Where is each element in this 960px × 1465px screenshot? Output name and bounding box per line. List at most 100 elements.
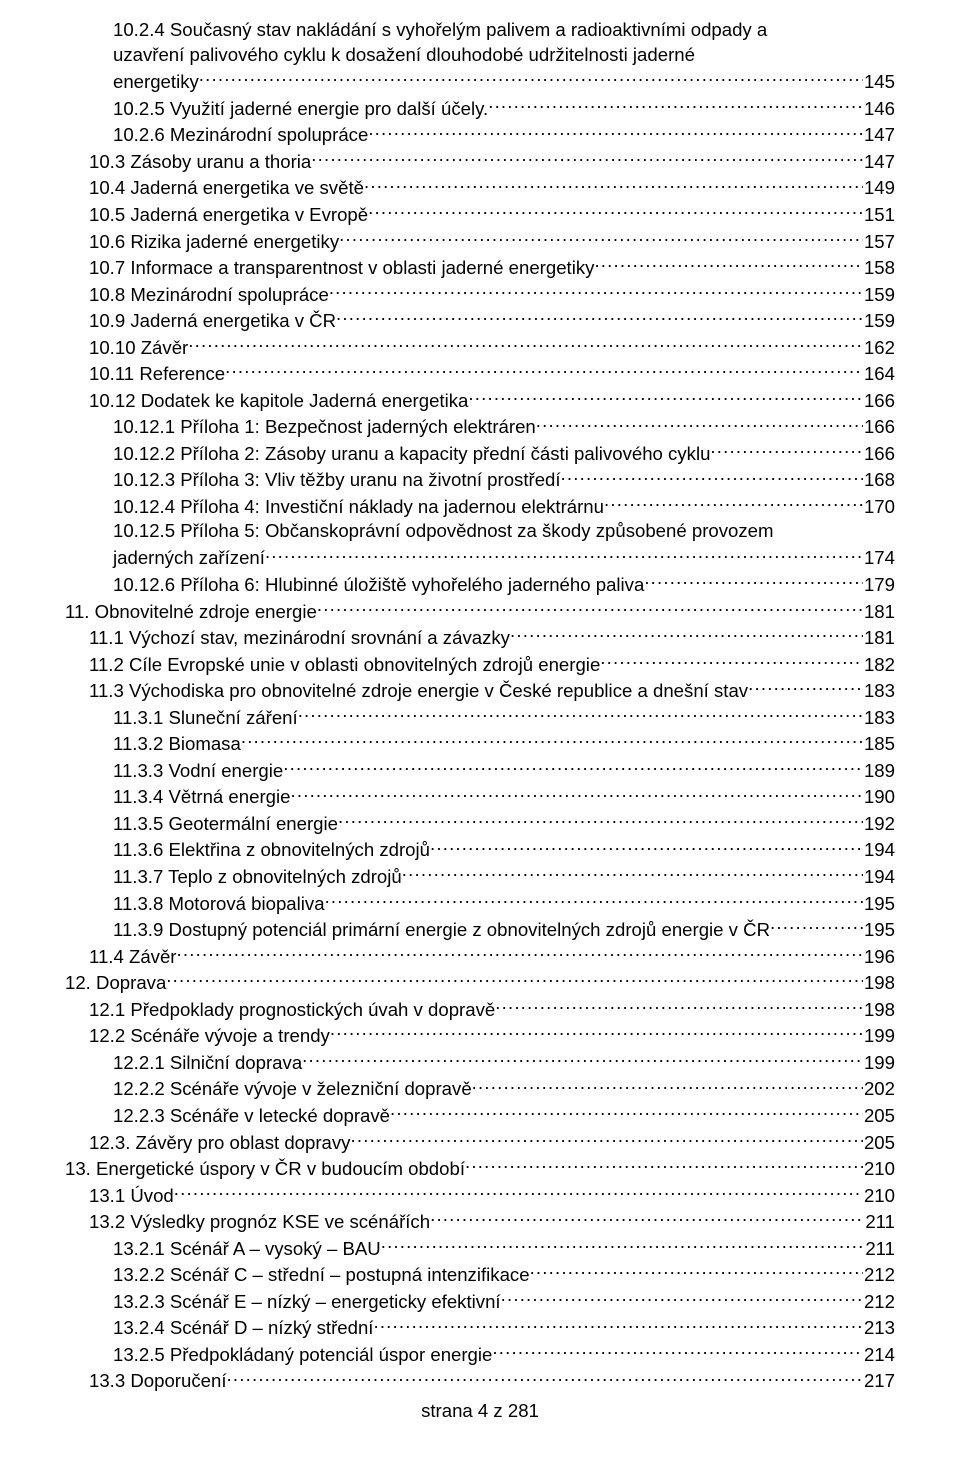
toc-entry: 11.1 Výchozí stav, mezinárodní srovnání … — [65, 624, 895, 651]
toc-entry: 10.2.5 Využití jaderné energie pro další… — [65, 94, 895, 121]
toc-dots — [600, 650, 863, 670]
toc-dots — [241, 730, 863, 750]
toc-page-number: 210 — [864, 1183, 895, 1208]
toc-page-number: 211 — [865, 1236, 895, 1261]
toc-dots — [561, 466, 863, 486]
toc-entry-label: 13.2.2 Scénář C – střední – postupná int… — [113, 1262, 530, 1287]
toc-entry: 10.8 Mezinárodní spolupráce 159 — [65, 280, 895, 307]
toc-page-number: 174 — [864, 545, 895, 570]
toc-entry-label: 12.1 Předpoklady prognostických úvah v d… — [89, 997, 495, 1022]
toc-page-number: 194 — [864, 864, 895, 889]
toc-dots — [298, 703, 863, 723]
toc-entry-label: 10.10 Závěr — [89, 335, 188, 360]
page-footer: strana 4 z 281 — [65, 1400, 895, 1422]
toc-dots — [465, 1155, 863, 1175]
toc-entry: 11.3.5 Geotermální energie 192 — [65, 809, 895, 836]
toc-entry: 10.6 Rizika jaderné energetiky 157 — [65, 227, 895, 254]
toc-entry-label: 12.2.2 Scénáře vývoje v železniční dopra… — [113, 1076, 472, 1101]
toc-dots — [325, 889, 863, 909]
toc-entry-label: 11. Obnovitelné zdroje energie — [65, 599, 317, 624]
toc-dots — [329, 280, 863, 300]
toc-entry: 10.12 Dodatek ke kapitole Jaderná energe… — [65, 386, 895, 413]
toc-page-number: 212 — [864, 1262, 895, 1287]
toc-dots — [339, 227, 863, 247]
toc-entry: 13.2.1 Scénář A – vysoký – BAU 211 — [65, 1234, 895, 1261]
toc-dots — [644, 571, 863, 591]
toc-entry: 13.2.4 Scénář D – nízký střední 213 — [65, 1314, 895, 1341]
toc-page-number: 214 — [864, 1342, 895, 1367]
toc-entry: 13.3 Doporučení 217 — [65, 1367, 895, 1394]
toc-entry-label: 13.3 Doporučení — [89, 1368, 226, 1393]
toc-page-number: 147 — [864, 122, 895, 147]
toc-page-number: 149 — [864, 175, 895, 200]
toc-entry: 13.2.5 Předpokládaný potenciál úspor ene… — [65, 1340, 895, 1367]
toc-entry: 12.2 Scénáře vývoje a trendy 199 — [65, 1022, 895, 1049]
toc-entry-label: 11.1 Výchozí stav, mezinárodní srovnání … — [89, 625, 510, 650]
toc-dots — [492, 1340, 863, 1360]
toc-dots — [468, 386, 863, 406]
toc-entry: 11.2 Cíle Evropské unie v oblasti obnovi… — [65, 650, 895, 677]
toc-page-number: 217 — [864, 1368, 895, 1393]
toc-entry: 12.2.1 Silniční doprava 199 — [65, 1048, 895, 1075]
toc-entry-label: 10.12.3 Příloha 3: Vliv těžby uranu na ž… — [113, 467, 561, 492]
toc-entry: 11.3.4 Větrná energie 190 — [65, 783, 895, 810]
toc-dots — [336, 307, 863, 327]
toc-entry: 11.4 Závěr 196 — [65, 942, 895, 969]
page-container: 10.2.4 Současný stav nakládání s vyhořel… — [0, 0, 960, 1434]
toc-entry-label: 10.2.5 Využití jaderné energie pro další… — [113, 96, 488, 121]
toc-page-number: 194 — [864, 837, 895, 862]
toc-dots — [381, 1234, 865, 1254]
toc-entry-label: 11.3.8 Motorová biopaliva — [113, 891, 325, 916]
toc-entry: 10.4 Jaderná energetika ve světě 149 — [65, 174, 895, 201]
toc-dots — [311, 147, 863, 167]
toc-dots — [368, 201, 863, 221]
toc-page-number: 159 — [864, 308, 895, 333]
toc-entry: 10.10 Závěr 162 — [65, 333, 895, 360]
toc-entry: 12. Doprava 198 — [65, 969, 895, 996]
toc-page-number: 147 — [864, 149, 895, 174]
toc-dots — [373, 1314, 863, 1334]
toc-dots — [174, 1181, 863, 1201]
toc-page-number: 183 — [864, 678, 895, 703]
toc-entry-label: 11.3.5 Geotermální energie — [113, 811, 338, 836]
toc-entry: 10.12.3 Příloha 3: Vliv těžby uranu na ž… — [65, 466, 895, 493]
toc-entry-label: 12.2 Scénáře vývoje a trendy — [89, 1023, 330, 1048]
toc-entry-label: 13.1 Úvod — [89, 1183, 174, 1208]
toc-dots — [748, 677, 863, 697]
toc-dots — [402, 863, 863, 883]
toc-entry: 11.3.7 Teplo z obnovitelných zdrojů 194 — [65, 863, 895, 890]
toc-entry: 11.3.8 Motorová biopaliva 195 — [65, 889, 895, 916]
toc-page-number: 146 — [864, 96, 895, 121]
toc-page-number: 183 — [864, 705, 895, 730]
toc-page-number: 181 — [864, 625, 895, 650]
toc-page-number: 195 — [864, 891, 895, 916]
toc-dots — [430, 1208, 864, 1228]
toc-dots — [338, 809, 863, 829]
toc-entry: 12.3. Závěry pro oblast dopravy 205 — [65, 1128, 895, 1155]
toc-page-number: 181 — [864, 599, 895, 624]
toc-entry: 13. Energetické úspory v ČR v budoucím o… — [65, 1155, 895, 1182]
table-of-contents: 10.2.4 Současný stav nakládání s vyhořel… — [65, 18, 895, 1394]
toc-entry: 11.3.9 Dostupný potenciál primární energ… — [65, 916, 895, 943]
toc-dots — [536, 413, 863, 433]
toc-page-number: 198 — [864, 997, 895, 1022]
toc-entry-label: 12.3. Závěry pro oblast dopravy — [89, 1130, 350, 1155]
toc-entry-label: 13.2.1 Scénář A – vysoký – BAU — [113, 1236, 381, 1261]
toc-dots — [364, 174, 863, 194]
toc-page-number: 198 — [864, 970, 895, 995]
toc-entry: 10.12.4 Příloha 4: Investiční náklady na… — [65, 493, 895, 520]
toc-dots — [604, 493, 863, 513]
toc-entry: 10.9 Jaderná energetika v ČR 159 — [65, 307, 895, 334]
toc-entry-label: jaderných zařízení — [113, 545, 265, 570]
toc-entry-label: 11.3.3 Vodní energie — [113, 758, 283, 783]
toc-page-number: 190 — [864, 784, 895, 809]
toc-entry-label: 10.6 Rizika jaderné energetiky — [89, 229, 339, 254]
toc-dots — [770, 916, 863, 936]
toc-entry-textline: uzavření palivového cyklu k dosažení dlo… — [113, 43, 895, 68]
toc-dots — [166, 969, 863, 989]
toc-page-number: 157 — [864, 229, 895, 254]
toc-entry-label: 12.2.1 Silniční doprava — [113, 1050, 302, 1075]
toc-page-number: 166 — [864, 388, 895, 413]
toc-dots — [368, 121, 863, 141]
toc-page-number: 192 — [864, 811, 895, 836]
